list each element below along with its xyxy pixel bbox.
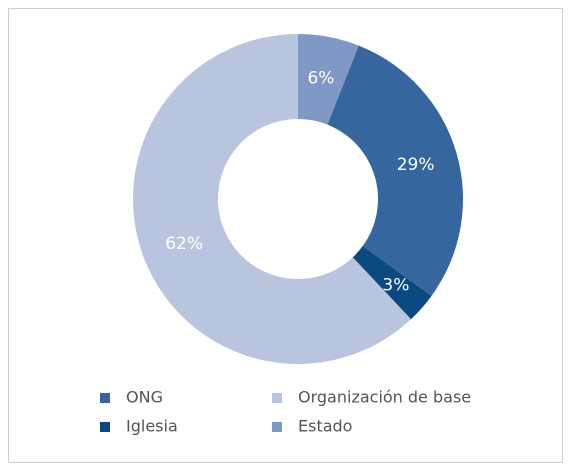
slice [352, 246, 432, 320]
legend-swatch [100, 393, 110, 403]
slice [327, 45, 463, 296]
frame [8, 8, 563, 463]
legend-label: Organización de base [298, 388, 471, 407]
value-label: 6% [307, 69, 334, 89]
legend-label: Estado [298, 417, 352, 436]
slice [132, 34, 411, 365]
legend-label: Iglesia [126, 417, 178, 436]
value-label: 3% [382, 275, 409, 295]
value-label: 29% [397, 155, 435, 175]
legend-label: ONG [126, 388, 163, 407]
legend-swatch [272, 422, 282, 432]
value-label: 62% [165, 234, 203, 254]
legend-swatch [272, 393, 282, 403]
slice [298, 34, 359, 125]
legend-swatch [100, 422, 110, 432]
